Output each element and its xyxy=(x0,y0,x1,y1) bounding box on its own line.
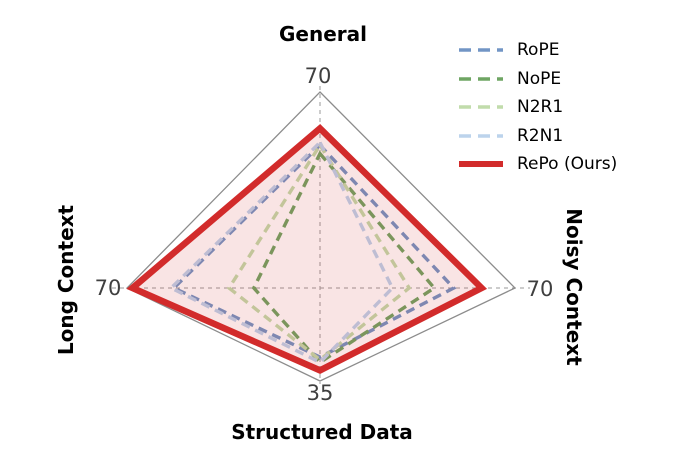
legend-line-swatch-n2r1 xyxy=(459,105,503,109)
legend-line-swatch-r2n1 xyxy=(459,134,503,138)
legend-line-swatch-repo xyxy=(459,161,503,168)
legend: RoPE NoPE N2R1 R2N1 RePo (Ours) xyxy=(458,36,617,179)
axis-title-noisy-context: Noisy Context xyxy=(562,208,586,366)
axis-title-structured-data: Structured Data xyxy=(231,420,413,444)
tick-label-long-max: 70 xyxy=(94,276,122,300)
axis-title-general: General xyxy=(279,22,367,46)
legend-item-repo-ours: RePo (Ours) xyxy=(458,150,617,179)
legend-label-rope: RoPE xyxy=(517,40,560,61)
tick-label-noisy-max: 70 xyxy=(526,277,554,301)
legend-label-n2r1: N2R1 xyxy=(517,97,564,118)
axis-title-long-context: Long Context xyxy=(54,204,78,356)
legend-label-repo: RePo (Ours) xyxy=(517,154,618,175)
legend-line-swatch-nope xyxy=(459,77,503,81)
legend-item-r2n1: R2N1 xyxy=(458,122,617,151)
legend-label-nope: NoPE xyxy=(517,68,562,89)
tick-label-structured-max: 35 xyxy=(306,381,334,405)
legend-item-rope: RoPE xyxy=(458,36,617,65)
tick-label-general-max: 70 xyxy=(304,64,332,88)
legend-item-nope: NoPE xyxy=(458,65,617,94)
legend-line-swatch-rope xyxy=(459,48,503,52)
legend-label-r2n1: R2N1 xyxy=(517,125,564,146)
legend-item-n2r1: N2R1 xyxy=(458,93,617,122)
